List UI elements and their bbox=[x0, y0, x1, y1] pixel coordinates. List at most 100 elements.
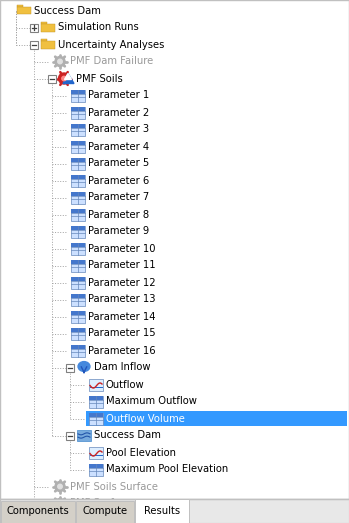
Bar bbox=[48, 74, 56, 83]
Bar bbox=[71, 311, 85, 315]
Text: Outflow Volume: Outflow Volume bbox=[106, 414, 185, 424]
Bar bbox=[71, 345, 85, 349]
Text: Parameter 12: Parameter 12 bbox=[88, 278, 156, 288]
Text: Parameter 15: Parameter 15 bbox=[88, 328, 156, 338]
Text: PMF Surface: PMF Surface bbox=[70, 498, 132, 508]
Bar bbox=[41, 21, 47, 24]
Bar bbox=[71, 345, 85, 357]
Bar bbox=[71, 225, 85, 237]
Bar bbox=[89, 463, 103, 475]
Bar bbox=[71, 107, 85, 111]
Text: Parameter 9: Parameter 9 bbox=[88, 226, 149, 236]
Bar bbox=[89, 463, 103, 468]
Text: Parameter 14: Parameter 14 bbox=[88, 312, 156, 322]
Text: Parameter 8: Parameter 8 bbox=[88, 210, 149, 220]
Bar bbox=[71, 327, 85, 332]
Bar bbox=[0, 499, 349, 523]
Bar bbox=[71, 259, 85, 271]
Bar bbox=[71, 225, 85, 230]
Text: Dam Inflow: Dam Inflow bbox=[94, 362, 150, 372]
Bar bbox=[77, 430, 91, 441]
Bar bbox=[71, 107, 85, 119]
Text: Simulation Runs: Simulation Runs bbox=[58, 22, 139, 32]
Circle shape bbox=[55, 482, 65, 492]
Bar bbox=[71, 327, 85, 339]
Ellipse shape bbox=[78, 361, 90, 371]
Bar bbox=[41, 39, 47, 41]
Bar bbox=[71, 175, 85, 187]
Bar bbox=[71, 243, 85, 247]
Bar bbox=[89, 379, 103, 391]
Text: Parameter 5: Parameter 5 bbox=[88, 158, 149, 168]
Circle shape bbox=[58, 501, 62, 506]
Bar bbox=[71, 209, 85, 213]
Bar bbox=[71, 191, 85, 196]
Text: Parameter 11: Parameter 11 bbox=[88, 260, 156, 270]
Bar bbox=[66, 431, 74, 439]
Bar bbox=[71, 259, 85, 264]
Bar bbox=[135, 499, 189, 523]
Bar bbox=[89, 413, 103, 425]
Text: Parameter 1: Parameter 1 bbox=[88, 90, 149, 100]
Bar bbox=[89, 395, 103, 400]
Bar bbox=[17, 7, 31, 15]
Text: PMF Soils: PMF Soils bbox=[76, 74, 123, 84]
Bar bbox=[86, 411, 347, 426]
Bar bbox=[66, 363, 74, 371]
Bar bbox=[71, 89, 85, 101]
Bar bbox=[41, 24, 55, 31]
Bar bbox=[89, 447, 103, 459]
Polygon shape bbox=[63, 74, 74, 84]
Text: Parameter 3: Parameter 3 bbox=[88, 124, 149, 134]
Text: Components: Components bbox=[7, 506, 69, 516]
Bar bbox=[71, 157, 85, 169]
Text: Results: Results bbox=[144, 506, 180, 516]
Bar bbox=[71, 311, 85, 323]
Text: Maximum Outflow: Maximum Outflow bbox=[106, 396, 197, 406]
Text: Parameter 10: Parameter 10 bbox=[88, 244, 156, 254]
Bar bbox=[71, 277, 85, 289]
Text: Uncertainty Analyses: Uncertainty Analyses bbox=[58, 40, 164, 50]
Bar bbox=[71, 89, 85, 94]
Bar bbox=[71, 123, 85, 128]
Bar bbox=[30, 24, 38, 31]
Bar bbox=[1, 501, 75, 523]
Bar bbox=[71, 293, 85, 305]
Bar bbox=[71, 277, 85, 281]
Text: Parameter 16: Parameter 16 bbox=[88, 346, 156, 356]
Circle shape bbox=[58, 484, 62, 489]
Bar bbox=[30, 40, 38, 49]
Bar bbox=[71, 141, 85, 153]
Text: Pool Elevation: Pool Elevation bbox=[106, 448, 176, 458]
Text: Parameter 7: Parameter 7 bbox=[88, 192, 149, 202]
Circle shape bbox=[59, 73, 69, 84]
Text: PMF Dam Failure: PMF Dam Failure bbox=[70, 56, 153, 66]
Text: Parameter 13: Parameter 13 bbox=[88, 294, 156, 304]
Text: Success Dam: Success Dam bbox=[94, 430, 161, 440]
Bar bbox=[71, 191, 85, 203]
Bar bbox=[89, 395, 103, 407]
Polygon shape bbox=[65, 74, 72, 79]
Text: Parameter 6: Parameter 6 bbox=[88, 176, 149, 186]
Bar bbox=[89, 413, 103, 417]
Bar bbox=[71, 293, 85, 298]
Text: Outflow: Outflow bbox=[106, 380, 144, 390]
Text: Parameter 2: Parameter 2 bbox=[88, 108, 149, 118]
Bar bbox=[71, 209, 85, 221]
Bar bbox=[71, 243, 85, 255]
Text: Success Dam: Success Dam bbox=[34, 6, 101, 16]
Bar bbox=[71, 141, 85, 145]
Text: Maximum Pool Elevation: Maximum Pool Elevation bbox=[106, 464, 228, 474]
Bar bbox=[71, 123, 85, 135]
Text: Compute: Compute bbox=[82, 506, 128, 516]
Text: PMF Soils Surface: PMF Soils Surface bbox=[70, 482, 158, 492]
Text: Parameter 4: Parameter 4 bbox=[88, 142, 149, 152]
Circle shape bbox=[55, 498, 65, 508]
Bar bbox=[71, 175, 85, 179]
Bar bbox=[71, 157, 85, 162]
Bar bbox=[76, 501, 134, 523]
Circle shape bbox=[58, 59, 62, 64]
Bar bbox=[41, 41, 55, 49]
Bar bbox=[17, 5, 23, 7]
Circle shape bbox=[62, 76, 66, 81]
